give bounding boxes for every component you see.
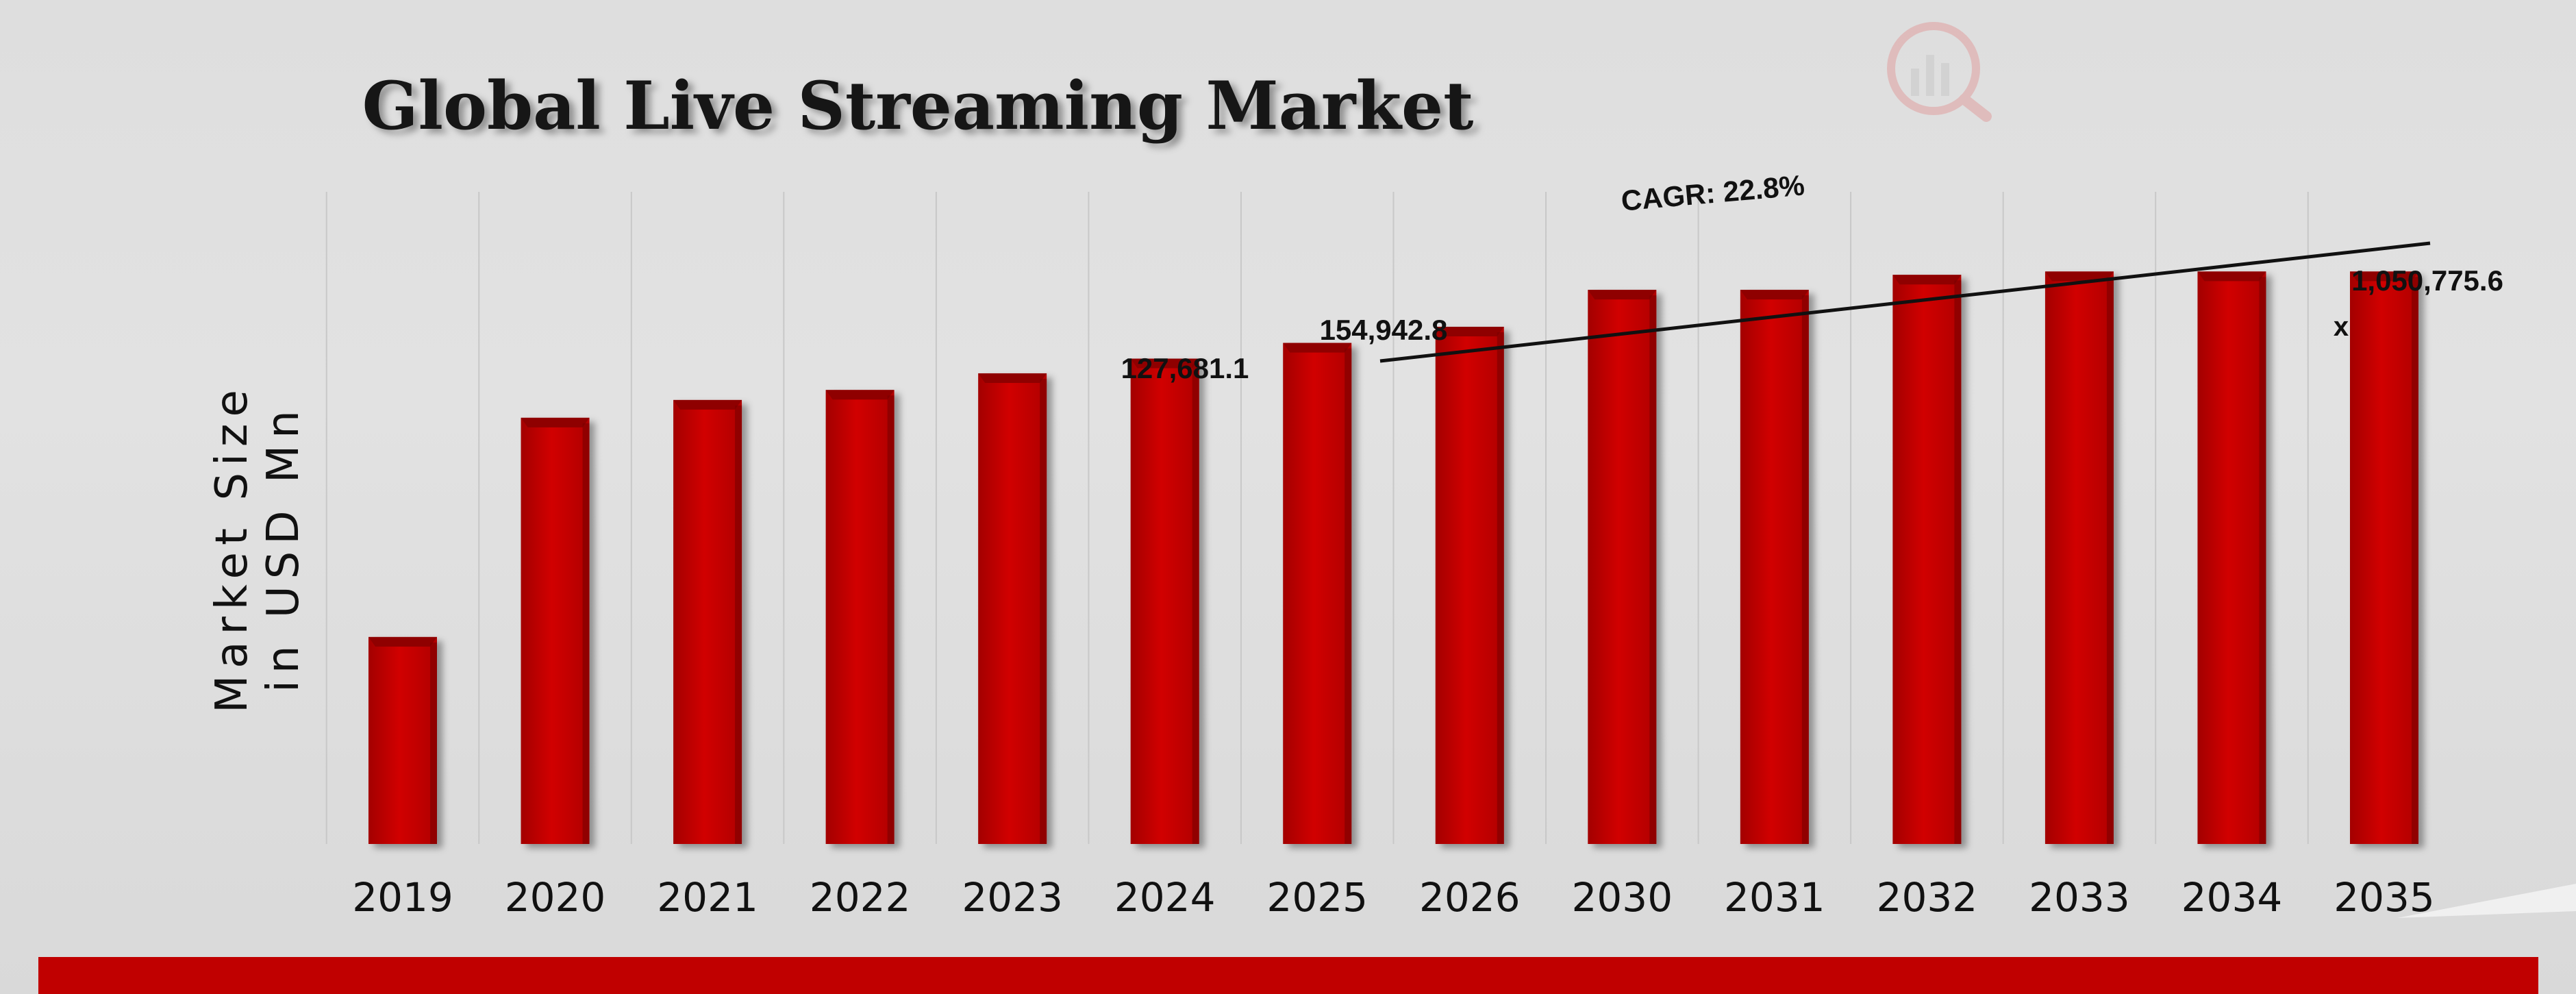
x-tick-label: 2031 (1724, 874, 1825, 921)
bar-2035 (2350, 271, 2418, 844)
bar-body (1740, 290, 1809, 844)
x-tick-label: 2034 (2181, 874, 2283, 921)
x-tick-label: 2035 (2334, 874, 2435, 921)
bar-top-bevel (1435, 327, 1504, 337)
x-tick-label: 2019 (352, 874, 453, 921)
bar-2019 (368, 636, 437, 844)
bar-side-shade (1040, 378, 1047, 844)
bar-side-shade (735, 405, 742, 844)
bar-2024 (1130, 358, 1199, 844)
bar-side-shade (2259, 277, 2266, 844)
bar-2020 (521, 417, 590, 844)
bar-body (825, 390, 895, 844)
bar-top-bevel (673, 399, 742, 410)
bar-body (1130, 358, 1199, 844)
bar-body (368, 636, 437, 844)
x-tick-label: 2024 (1114, 874, 1216, 921)
bar-side-shade (1801, 295, 1809, 844)
bar-side-shade (430, 642, 437, 844)
bar-body (521, 417, 590, 844)
bar-side-shade (1497, 332, 1504, 844)
x-tick-label: 2021 (657, 874, 758, 921)
bar-2030 (1588, 290, 1657, 844)
bar-side-shade (2106, 277, 2114, 844)
bar-body (2350, 271, 2418, 844)
bar-body (673, 399, 742, 844)
y-axis-label-line2: in USD Mn (258, 403, 309, 693)
bar-top-bevel (2350, 271, 2418, 282)
x-tick-label: 2022 (810, 874, 911, 921)
background-sheen (2397, 884, 2576, 918)
cagr-label: CAGR: 22.8% (1620, 169, 1805, 216)
x-tick-label: 2020 (505, 874, 606, 921)
bar-body (978, 373, 1047, 844)
bottom-band (38, 957, 2538, 994)
x-tick-label: 2032 (1877, 874, 1978, 921)
bar-body (1892, 275, 1962, 844)
bar-side-shade (2412, 277, 2418, 844)
bar-top-bevel (1130, 358, 1199, 369)
data-labels: 127,681.1 154,942.8 1,050,775.6 (1121, 264, 2503, 384)
x-tick-label: 2026 (1419, 874, 1521, 921)
bar-top-bevel (978, 373, 1047, 383)
bar-2034 (2197, 271, 2266, 844)
bar-top-bevel (2197, 271, 2266, 282)
bar-2032 (1892, 275, 1962, 844)
bar-body (2197, 271, 2266, 844)
bar-2033 (2044, 271, 2114, 844)
x-tick-label: 2025 (1266, 874, 1368, 921)
data-label-2024: 127,681.1 (1121, 352, 1249, 384)
bar-body (2044, 271, 2114, 844)
bar-body (1435, 327, 1504, 844)
bar-side-shade (1192, 364, 1199, 844)
bar-side-shade (1345, 348, 1352, 844)
bar-top-bevel (825, 390, 895, 400)
bar-side-shade (582, 423, 590, 844)
x-tick-label: 2030 (1572, 874, 1673, 921)
chart-title: Global Live Streaming Market (362, 67, 1474, 145)
bar-side-shade (1649, 295, 1657, 844)
data-label-2035: 1,050,775.6 (2351, 264, 2503, 297)
bar-body (1283, 343, 1352, 844)
x-tick-label: 2023 (962, 874, 1063, 921)
end-marker: x (2334, 312, 2349, 342)
bar-top-bevel (1588, 290, 1657, 300)
logo-icon (1887, 22, 1992, 122)
bar-top-bevel (1740, 290, 1809, 300)
bar-top-bevel (1283, 343, 1352, 353)
bar-2026 (1435, 327, 1504, 844)
cagr-trend-line (1379, 241, 2431, 363)
bars (368, 271, 2418, 844)
x-axis-tick-labels: 2019 2020 2021 2022 2023 2024 2025 2026 2030 2031… (352, 874, 2435, 921)
bar-side-shade (1954, 280, 1962, 844)
bar-top-bevel (368, 636, 437, 647)
x-tick-label: 2033 (2029, 874, 2130, 921)
bar-body (1588, 290, 1657, 844)
bar-top-bevel (1892, 275, 1962, 285)
bar-2021 (673, 399, 742, 844)
grid-lines (325, 192, 2309, 844)
bar-2031 (1740, 290, 1809, 844)
bar-2023 (978, 373, 1047, 844)
bar-top-bevel (521, 417, 590, 427)
bar-top-bevel (2044, 271, 2114, 282)
bar-2022 (825, 390, 895, 844)
y-axis-label: Market Size in USD Mn (207, 383, 309, 713)
bar-2025 (1283, 343, 1352, 844)
bar-side-shade (887, 395, 895, 844)
data-label-2025: 154,942.8 (1320, 314, 1448, 346)
y-axis-label-line1: Market Size (207, 383, 258, 713)
